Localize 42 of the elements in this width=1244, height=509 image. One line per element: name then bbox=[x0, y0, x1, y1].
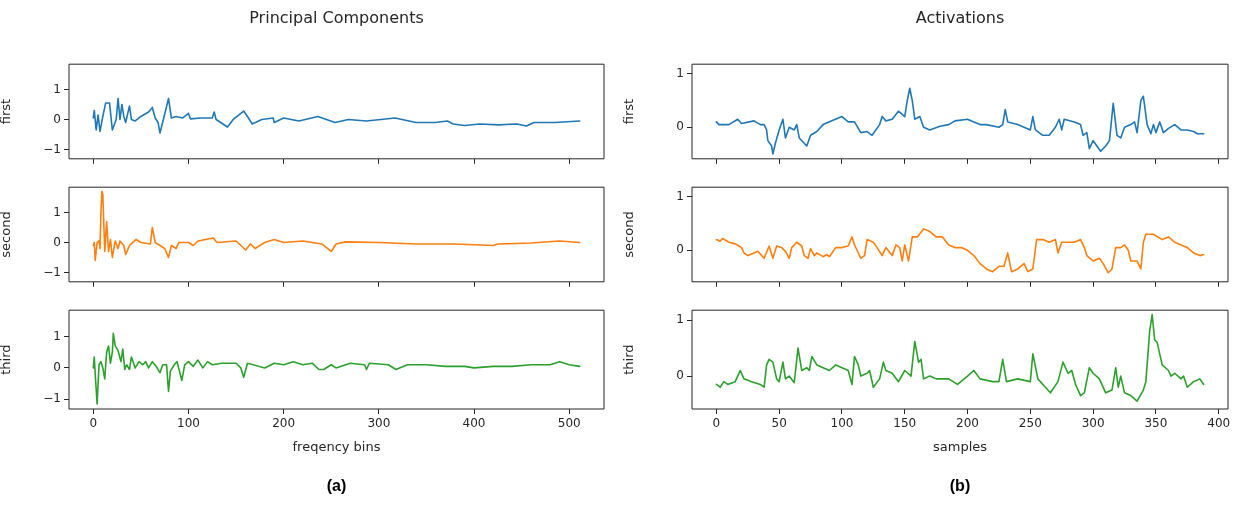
x-axis-title: freqency bins bbox=[292, 438, 381, 454]
x-axis-title: samples bbox=[932, 438, 988, 454]
chart-title: Activations bbox=[914, 8, 1006, 27]
y-tick-label: 1 bbox=[53, 81, 61, 96]
x-tick-label: 400 bbox=[462, 416, 486, 431]
text: (b) bbox=[948, 477, 972, 495]
y-axis-title: second bbox=[0, 211, 14, 258]
y-tick-label: 0 bbox=[53, 234, 61, 249]
y-tick-label: 0 bbox=[676, 119, 684, 134]
y-tick-label: 0 bbox=[53, 111, 61, 126]
x-tick-label: 250 bbox=[1018, 416, 1042, 431]
x-tick-label: 100 bbox=[830, 416, 854, 431]
y-axis-title: first bbox=[621, 98, 637, 125]
y-tick-label: 1 bbox=[53, 328, 61, 343]
text: (a) bbox=[325, 477, 348, 495]
chart-title: Principal Components bbox=[248, 8, 425, 27]
y-tick-label: 1 bbox=[676, 188, 684, 203]
x-tick-label: 400 bbox=[1207, 416, 1231, 431]
x-tick-label: 200 bbox=[956, 416, 979, 431]
y-axis-title: third bbox=[621, 344, 637, 375]
y-tick-label: 1 bbox=[676, 65, 684, 80]
y-axis-title: second bbox=[621, 211, 637, 258]
y-tick-label: −1 bbox=[43, 141, 61, 156]
x-tick-label: 50 bbox=[771, 416, 787, 431]
x-tick-label: 150 bbox=[893, 416, 917, 431]
x-tick-label: 100 bbox=[177, 416, 200, 431]
y-tick-label: 1 bbox=[676, 312, 684, 327]
y-tick-label: 0 bbox=[676, 368, 684, 383]
x-tick-label: 200 bbox=[272, 416, 296, 431]
x-tick-label: 0 bbox=[712, 416, 721, 431]
y-axis-title: first bbox=[0, 98, 14, 125]
x-tick-label: 300 bbox=[1081, 416, 1105, 431]
y-axis-title: third bbox=[0, 344, 14, 375]
y-tick-label: −1 bbox=[43, 391, 61, 406]
y-tick-label: 0 bbox=[676, 242, 684, 257]
x-tick-label: 350 bbox=[1144, 416, 1168, 431]
x-tick-label: 300 bbox=[367, 416, 391, 431]
x-tick-label: 0 bbox=[89, 416, 98, 431]
y-tick-label: 0 bbox=[53, 360, 61, 375]
y-tick-label: 1 bbox=[53, 204, 61, 219]
x-tick-label: 500 bbox=[557, 416, 581, 431]
y-tick-label: −1 bbox=[43, 264, 61, 279]
